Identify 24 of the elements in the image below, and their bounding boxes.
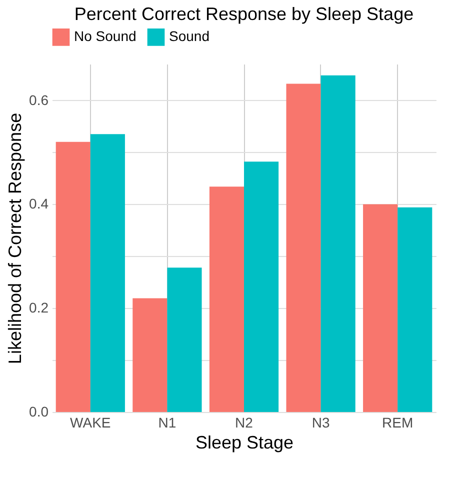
bar [363,204,398,412]
legend-label: No Sound [74,28,136,44]
bar [56,142,90,412]
bar [90,134,125,412]
x-axis-title: Sleep Stage [195,432,294,452]
x-tick-label: WAKE [70,414,111,430]
x-tick-label: N3 [312,414,330,430]
bar [320,75,356,412]
bar [244,162,279,412]
x-tick-label: N1 [158,414,176,430]
x-tick-label: REM [382,414,414,430]
bar [286,84,321,412]
bar [209,186,244,412]
bar [398,207,432,412]
bar [132,298,168,412]
y-tick-label: 0.0 [29,404,49,420]
chart-title: Percent Correct Response by Sleep Stage [74,4,414,24]
y-tick-label: 0.4 [29,196,49,212]
y-tick-label: 0.6 [29,92,49,108]
y-tick-label: 0.2 [29,300,49,316]
legend-label: Sound [169,28,210,44]
x-tick-label: N2 [235,414,254,430]
y-axis-title: Likelihood of Correct Response [5,112,26,364]
bar [167,268,202,412]
